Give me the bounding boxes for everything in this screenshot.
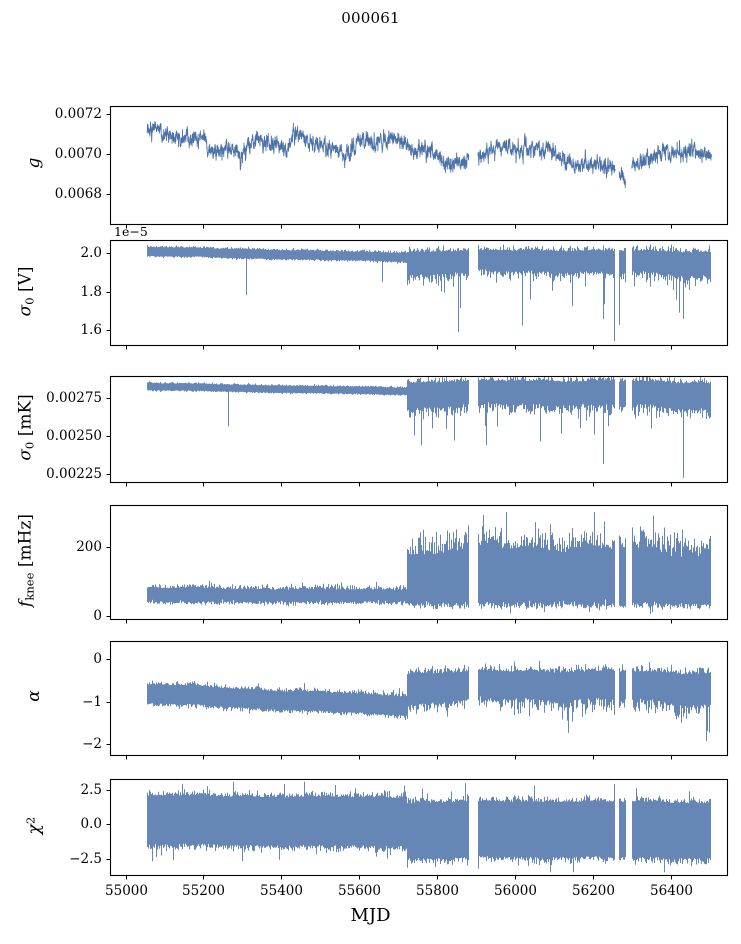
multi-panel-timeseries-chart xyxy=(0,0,741,944)
figure-panel: 000061 0.0068 0.0070 0.0072 g 1.6 1.8 2.0 σ0 [V… xyxy=(0,0,741,944)
